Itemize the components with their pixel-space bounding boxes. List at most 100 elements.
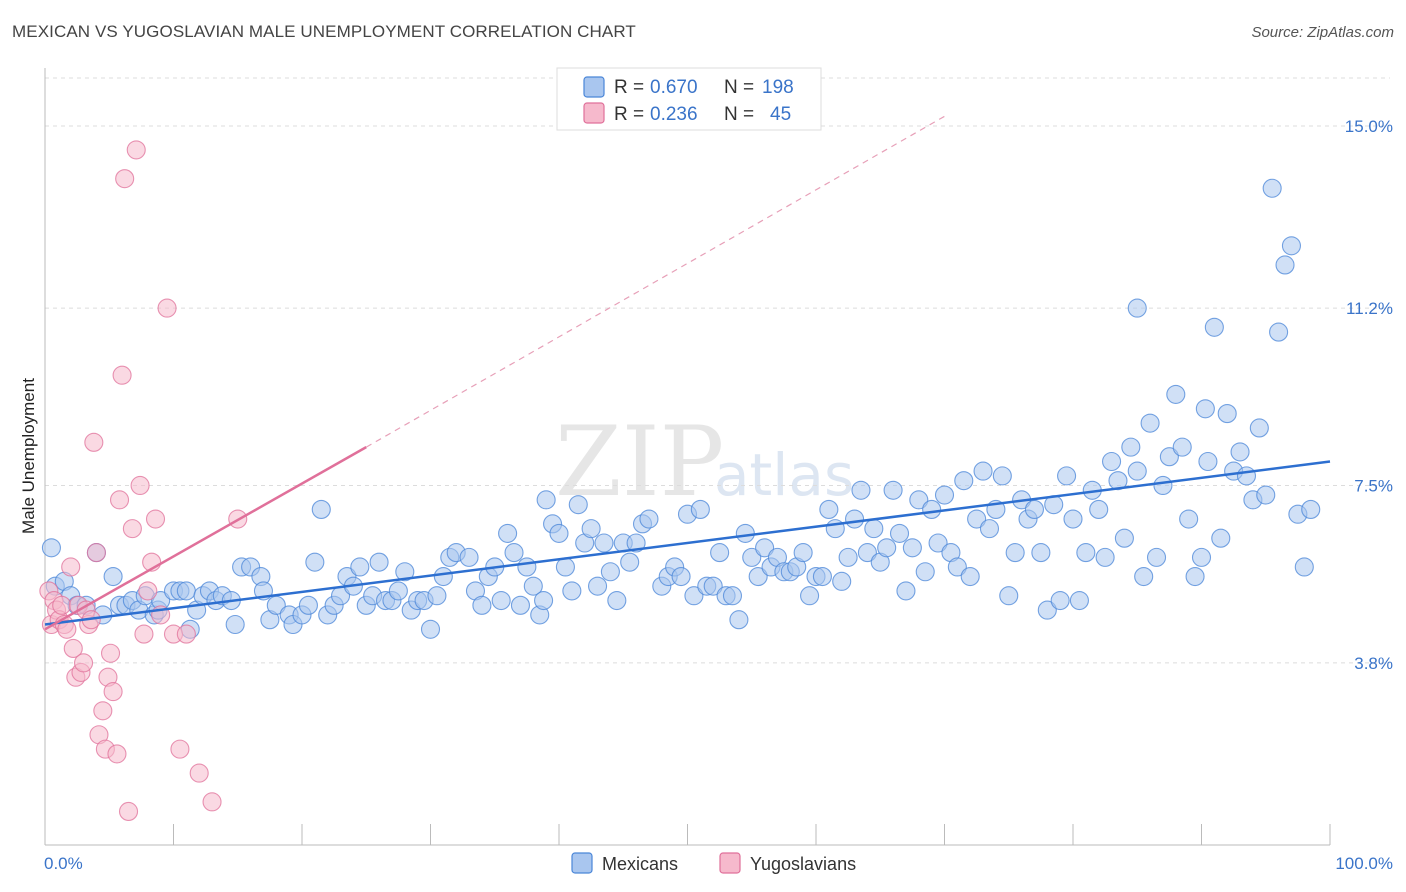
mexicans-point: [103, 566, 123, 587]
yugoslavians-point: [103, 682, 123, 702]
mexicans-point: [922, 499, 942, 519]
y-tick-label: 15.0%: [1345, 117, 1393, 136]
mexicans-point: [812, 566, 832, 587]
mexicans-point: [1191, 547, 1212, 567]
mexicans-point: [793, 543, 813, 563]
mexicans-point: [800, 586, 820, 606]
mexicans-point: [973, 461, 993, 481]
mexicans-point: [954, 471, 974, 491]
legend-r-label-mexicans: R =: [614, 77, 644, 98]
source-label: Source: ZipAtlas.com: [1251, 24, 1394, 41]
legend-n-label-yugoslavians: N =: [724, 104, 754, 125]
mexicans-point: [915, 562, 935, 582]
mexicans-point: [979, 519, 1000, 539]
mexicans-point: [832, 571, 852, 591]
legend-swatch-mexicans: [583, 76, 605, 98]
mexicans-point: [536, 490, 556, 510]
mexicans-point: [1095, 547, 1115, 567]
mexicans-point: [1031, 543, 1051, 563]
mexicans-point: [1294, 557, 1314, 577]
mexicans-point: [889, 523, 910, 543]
mexicans-point: [225, 614, 245, 635]
mexicans-point: [620, 552, 640, 572]
mexicans-point: [1153, 475, 1173, 496]
mexicans-trend-line: [44, 460, 1331, 626]
yugoslavians-point: [170, 739, 190, 759]
y-axis-title: Male Unemployment: [19, 378, 38, 534]
mexicans-point: [523, 576, 543, 596]
mexicans-point: [1146, 547, 1167, 567]
yugoslavians-point: [52, 595, 72, 615]
mexicans-point: [459, 547, 479, 567]
yugoslavians-point: [202, 792, 222, 812]
mexicans-point: [1127, 298, 1147, 318]
mexicans-point: [568, 495, 588, 515]
mexicans-point: [510, 595, 531, 615]
yugoslavians-point: [86, 543, 106, 563]
mexicans-point: [1134, 566, 1154, 587]
legend-r-label-yugoslavians: R =: [614, 104, 644, 125]
mexicans-point: [395, 562, 415, 582]
mexicans-point: [1217, 404, 1237, 424]
mexicans-point: [729, 610, 749, 630]
legend-swatch-yugoslavians: [583, 102, 605, 124]
yugoslavians-point: [134, 624, 154, 644]
mexicans-point: [600, 562, 620, 582]
yugoslavians-point: [138, 581, 158, 601]
mexicans-point: [857, 543, 877, 563]
mexicans-point: [1256, 485, 1276, 505]
bottom-legend-swatch-mexicans: [571, 852, 593, 874]
yugoslavians-trend-line: [44, 446, 367, 631]
y-tick-label: 7.5%: [1354, 476, 1393, 495]
yugoslavians-point: [84, 432, 104, 452]
chart-title: MEXICAN VS YUGOSLAVIAN MALE UNEMPLOYMENT…: [12, 22, 636, 41]
mexicans-point: [1057, 466, 1077, 486]
mexicans-point: [742, 547, 762, 567]
yugoslavians-point: [109, 490, 130, 510]
mexicans-point: [504, 543, 524, 563]
yugoslavians-point: [189, 763, 209, 783]
mexicans-point: [1076, 543, 1096, 563]
x-tick-labels: 0.0% 100.0%: [44, 854, 1393, 873]
mexicans-point: [999, 586, 1019, 606]
mexicans-point: [388, 581, 408, 601]
mexicans-point: [902, 538, 922, 558]
mexicans-point: [1236, 466, 1257, 486]
mexicans-point: [639, 509, 659, 529]
x-tick-label: 100.0%: [1335, 854, 1393, 873]
y-tick-labels: 3.8% 7.5% 11.2% 15.0%: [1345, 117, 1393, 673]
mexicans-point: [1172, 437, 1192, 457]
mexicans-point: [967, 509, 987, 529]
yugoslavians-point: [74, 653, 94, 673]
mexicans-point: [671, 566, 691, 587]
mexicans-point: [433, 566, 453, 587]
mexicans-point: [420, 619, 441, 639]
yugoslavians-point: [107, 744, 127, 764]
mexicans-point: [947, 557, 967, 577]
mexicans-point: [1179, 509, 1199, 529]
legend-n-value-yugoslavians: 45: [770, 104, 791, 125]
yugoslavians-point: [118, 801, 139, 821]
mexicans-point: [883, 480, 903, 500]
mexicans-point: [607, 590, 627, 611]
mexicans-point: [1211, 528, 1231, 548]
mexicans-point: [369, 552, 389, 572]
mexicans-point: [1121, 437, 1141, 457]
mexicans-point: [534, 590, 554, 611]
mexicans-point: [1262, 178, 1282, 198]
bottom-legend-label-mexicans: Mexicans: [602, 854, 678, 874]
mexicans-point: [1281, 236, 1301, 256]
yugoslavians-point: [100, 643, 121, 663]
mexicans-point: [1159, 447, 1179, 467]
yugoslavians-point: [115, 169, 135, 189]
mexicans-point: [851, 480, 871, 500]
mexicans-point: [298, 595, 318, 615]
mexicans-point: [819, 499, 839, 519]
mexicans-point: [1102, 451, 1122, 472]
mexicans-point: [1108, 471, 1128, 491]
yugoslavians-point: [145, 509, 166, 529]
mexicans-point: [722, 586, 743, 606]
legend-n-value-mexicans: 198: [762, 77, 794, 98]
mexicans-point: [748, 566, 768, 587]
